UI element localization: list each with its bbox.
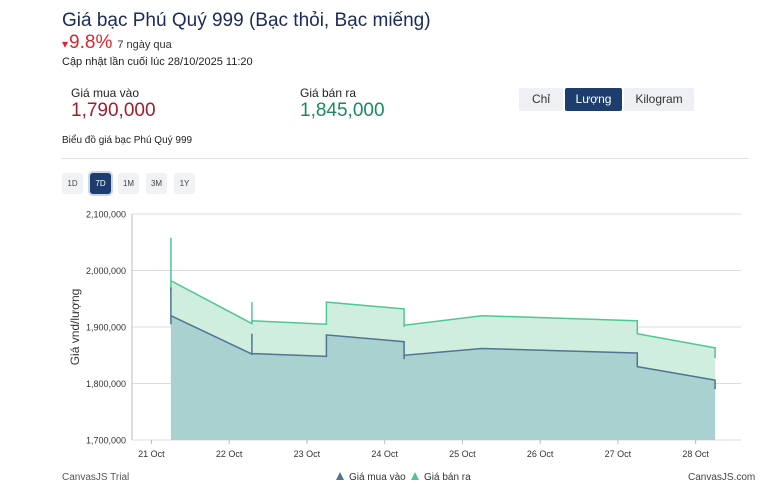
unit-tabs: Chỉ Lượng Kilogram bbox=[519, 88, 694, 111]
x-tick-label: 25 Oct bbox=[449, 449, 476, 459]
y-tick-label: 1,700,000 bbox=[86, 436, 126, 446]
series-area-buy bbox=[170, 287, 716, 440]
price-change: ▾ 9.8% 7 ngày qua bbox=[62, 32, 172, 54]
buy-price-value: 1,790,000 bbox=[71, 100, 156, 121]
y-tick-label: 1,900,000 bbox=[86, 323, 126, 333]
canvasjs-credit-link[interactable]: CanvasJS.com bbox=[688, 472, 756, 483]
sell-price-value: 1,845,000 bbox=[300, 100, 385, 121]
unit-tab-kilogram[interactable]: Kilogram bbox=[624, 88, 694, 111]
legend-marker bbox=[411, 472, 419, 480]
y-axis-title: Giá vnd/lượng bbox=[68, 289, 82, 366]
series-line-buy bbox=[170, 287, 716, 390]
legend-label: Giá mua vào bbox=[349, 472, 406, 483]
y-tick-label: 1,800,000 bbox=[86, 379, 126, 389]
buy-price-label: Giá mua vào bbox=[71, 86, 140, 100]
series-line-sell bbox=[170, 237, 716, 359]
unit-tab-chi[interactable]: Chỉ bbox=[519, 88, 563, 111]
y-tick-label: 2,100,000 bbox=[86, 210, 126, 220]
x-tick-label: 22 Oct bbox=[216, 449, 243, 459]
x-tick-label: 21 Oct bbox=[138, 449, 165, 459]
x-tick-label: 24 Oct bbox=[371, 449, 398, 459]
x-tick-label: 27 Oct bbox=[605, 449, 632, 459]
y-tick-label: 2,000,000 bbox=[86, 266, 126, 276]
legend-marker bbox=[336, 472, 344, 480]
divider bbox=[62, 158, 748, 159]
range-tab-7d[interactable]: 7D bbox=[90, 173, 111, 194]
canvasjs-trial-label: CanvasJS Trial bbox=[62, 472, 130, 483]
legend-label: Giá bán ra bbox=[424, 472, 471, 483]
last-updated: Cập nhật lần cuối lúc 28/10/2025 11:20 bbox=[62, 56, 253, 68]
range-tab-1d[interactable]: 1D bbox=[62, 173, 83, 194]
down-arrow-icon: ▾ bbox=[62, 37, 69, 51]
x-tick-label: 23 Oct bbox=[294, 449, 321, 459]
page-title: Giá bạc Phú Quý 999 (Bạc thỏi, Bạc miếng… bbox=[62, 10, 431, 31]
x-tick-label: 26 Oct bbox=[527, 449, 554, 459]
chart-caption: Biểu đồ giá bạc Phú Quý 999 bbox=[62, 135, 193, 146]
range-tabs: 1D 7D 1M 3M 1Y bbox=[62, 173, 195, 194]
range-tab-3m[interactable]: 3M bbox=[146, 173, 167, 194]
range-tab-1y[interactable]: 1Y bbox=[174, 173, 195, 194]
change-percent: 9.8% bbox=[69, 32, 113, 53]
unit-tab-luong[interactable]: Lượng bbox=[565, 88, 622, 111]
x-tick-label: 28 Oct bbox=[682, 449, 709, 459]
change-period: 7 ngày qua bbox=[117, 39, 172, 51]
sell-price-label: Giá bán ra bbox=[300, 86, 357, 100]
range-tab-1m[interactable]: 1M bbox=[118, 173, 139, 194]
